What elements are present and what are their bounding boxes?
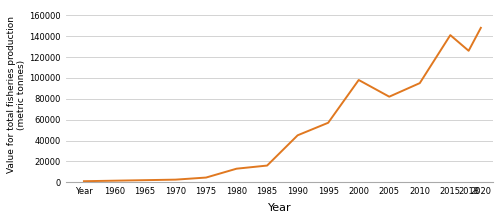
Y-axis label: Value for total fisheries production
(metric tonnes): Value for total fisheries production (me… — [7, 16, 26, 173]
X-axis label: Year: Year — [268, 203, 291, 213]
